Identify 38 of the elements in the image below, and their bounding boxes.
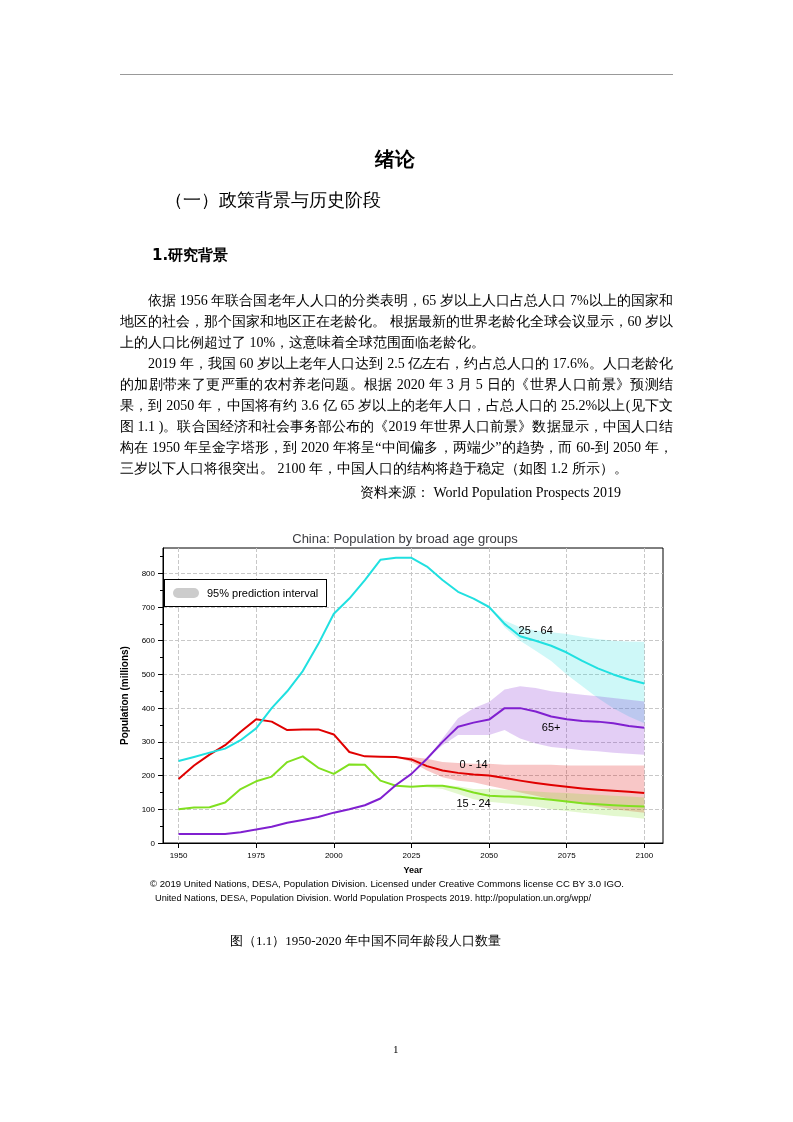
y-tick-label: 700 (141, 602, 156, 612)
text: 1.研究背景 (152, 245, 230, 265)
chart-title: China: Population by broad age groups (292, 531, 519, 546)
text: 资料来源： World Population Prospects 2019 (360, 484, 622, 502)
line-series (177, 718, 646, 795)
x-tick-label: 2075 (557, 850, 577, 860)
x-tick-label: 2000 (324, 850, 344, 860)
x-tick-label: 1975 (247, 850, 266, 860)
x-tick-label: 2050 (480, 850, 499, 860)
y-tick-label: 500 (141, 669, 156, 679)
text: （一）政策背景与历史阶段 (165, 188, 382, 211)
text: 2019 年，我国 60 岁以上老年人口达到 2.5 亿左右，约占总人口的 17.6%。人口老龄化的加剧带来了更严重的农村养老问题。根据 2020 年 3 月 5 日的《世界人口前景》预测结果，到 2050 年，中国将有约 3.6 亿 65 岁以上的老年人口，占总人口的 25.2%以上(见下文图 1.1 )。联合国经济和社会事务部公布的《2019 年世界人口前景》数据显示，中国人口结构在 1950 年呈金字塔形，到 2020 年将呈“中间偏多，两端少”的趋势，而 60-到 2050 年，三岁以下人口将很突出。 2100 年，中国人口的结构将趋于稳定（如图 1.2 所示）。 (120, 355, 674, 478)
y-tick-label: 300 (141, 737, 156, 747)
y-tick-label: 800 (141, 568, 156, 578)
x-tick-label: 1950 (169, 850, 188, 860)
line-series (177, 707, 646, 835)
text: © 2019 United Nations, DESA, Population Division. Licensed under Creative Commons license CC BY 3.0 IGO. (150, 878, 626, 890)
text: United Nations, DESA, Population Division. World Population Prospects 2019. http://population.un.org/wpp/ (155, 892, 592, 904)
y-tick-label: 100 (141, 804, 156, 814)
y-tick-label: 600 (141, 636, 156, 646)
y-tick-label: 200 (141, 771, 156, 781)
y-axis-title: Population (millions) (118, 646, 130, 745)
y-tick-label: 0 (150, 838, 156, 848)
series-label: 65+ (541, 721, 561, 734)
x-tick-label: 2100 (635, 850, 654, 860)
y-tick-label: 400 (141, 703, 156, 713)
series-label: 0 - 14 (459, 758, 488, 771)
series-label: 25 - 64 (518, 624, 553, 637)
line-series (177, 755, 646, 811)
legend-title: 95% prediction interval (207, 587, 319, 599)
legend-box: 95% prediction interval (164, 579, 328, 607)
x-tick-label: 2025 (402, 850, 421, 860)
series-label: 15 - 24 (456, 796, 491, 809)
text: 图（1.1）1950-2020 年中国不同年龄段人口数量 (230, 932, 502, 949)
text: 绪论 (375, 146, 416, 172)
text: 依据 1956 年联合国老年人人口的分类表明，65 岁以上人口占总人口 7%以上的国家和地区的社会，那个国家和地区正在老龄化。 根据最新的世界老龄化全球会议显示，60 岁以上的人口比例超过了 10%，这意味着全球范围面临老龄化。 (120, 292, 673, 352)
x-axis-title: Year (403, 864, 423, 875)
text: 1 (393, 1042, 400, 1056)
